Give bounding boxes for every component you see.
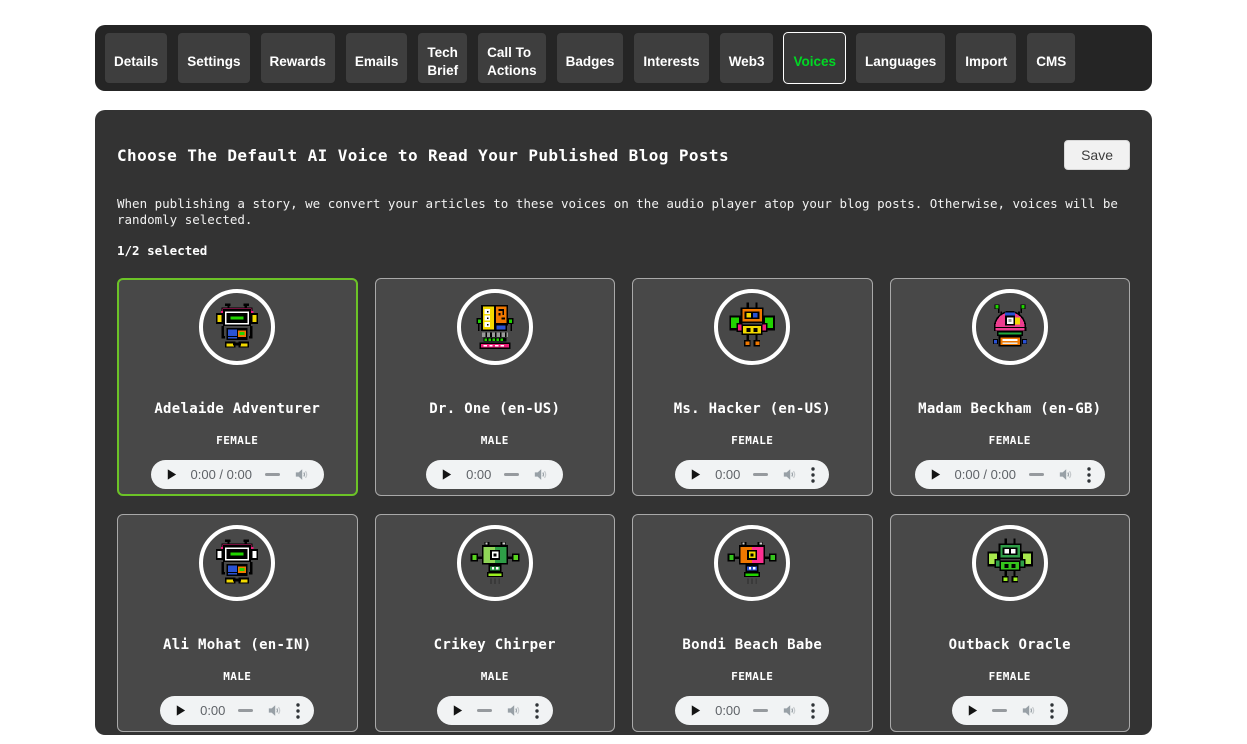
audio-player[interactable]: 0:00 [675,696,830,726]
volume-icon[interactable] [266,702,283,719]
save-button[interactable]: Save [1064,140,1130,170]
robot-avatar-icon [456,289,533,366]
voice-gender: MALE [223,670,252,684]
audio-player[interactable]: 0:00 / 0:00 [150,460,324,490]
play-icon[interactable] [165,468,178,481]
player-time: 0:00 [200,703,226,719]
audio-player[interactable] [436,696,553,726]
progress-bar[interactable] [264,473,280,477]
play-icon[interactable] [689,468,702,481]
tab-tech-brief[interactable]: Tech Brief [417,32,469,84]
audio-player[interactable]: 0:00 / 0:00 [914,460,1105,490]
voice-name: Madam Beckham (en-GB) [918,401,1102,418]
volume-icon[interactable] [505,702,522,719]
progress-bar[interactable] [991,709,1007,713]
audio-player[interactable]: 0:00 [675,460,830,490]
tab-voices[interactable]: Voices [783,32,846,84]
voice-gender: MALE [480,434,509,448]
robot-avatar-icon [714,289,791,366]
voice-gender: FEMALE [988,434,1031,448]
play-icon[interactable] [174,704,187,717]
volume-icon[interactable] [1057,466,1074,483]
volume-icon[interactable] [781,466,798,483]
player-time: 0:00 [715,703,741,719]
tab-cms[interactable]: CMS [1026,32,1077,84]
voice-gender: FEMALE [731,434,774,448]
play-icon[interactable] [440,468,453,481]
robot-avatar-icon [971,525,1048,602]
audio-player[interactable]: 0:00 [160,696,315,726]
volume-icon[interactable] [532,466,549,483]
tab-rewards[interactable]: Rewards [259,32,336,84]
voice-gender: FEMALE [988,670,1031,684]
tab-emails[interactable]: Emails [344,32,409,84]
progress-bar[interactable] [1028,473,1044,477]
page-title: Choose The Default AI Voice to Read Your… [117,146,730,165]
voice-card[interactable]: Ms. Hacker (en-US) FEMALE 0:00 [632,278,873,497]
play-icon[interactable] [929,468,942,481]
voice-name: Dr. One (en-US) [429,401,561,418]
robot-avatar-icon [456,525,533,602]
robot-avatar-icon [199,525,276,602]
audio-player[interactable] [951,696,1068,726]
play-icon[interactable] [689,704,702,717]
voice-gender: FEMALE [216,434,259,448]
voice-name: Outback Oracle [948,637,1071,654]
progress-bar[interactable] [753,709,769,713]
robot-avatar-icon [199,289,276,366]
robot-avatar-icon [714,525,791,602]
voice-name: Crikey Chirper [433,637,556,654]
tab-bar: Details Settings Rewards Emails Tech Brief Ca… [95,25,1152,91]
player-menu-icon[interactable] [811,467,816,483]
volume-icon[interactable] [781,702,798,719]
voice-card[interactable]: Adelaide Adventurer FEMALE 0:00 / 0:00 [117,278,358,497]
tab-interests[interactable]: Interests [633,32,710,84]
voice-card[interactable]: Crikey Chirper MALE [374,514,615,733]
tab-languages[interactable]: Languages [854,32,947,84]
player-menu-icon[interactable] [1050,703,1054,719]
panel-header: Choose The Default AI Voice to Read Your… [117,140,1130,170]
progress-bar[interactable] [504,473,520,477]
player-menu-icon[interactable] [811,703,816,719]
voices-panel: Choose The Default AI Voice to Read Your… [95,110,1152,735]
player-time: 0:00 [715,467,741,483]
tab-badges[interactable]: Badges [555,32,625,84]
tab-call-to-actions[interactable]: Call To Actions [477,32,547,84]
progress-bar[interactable] [238,709,254,713]
voice-name: Bondi Beach Babe [682,637,823,654]
play-icon[interactable] [966,704,979,717]
progress-bar[interactable] [476,709,492,713]
voice-card[interactable]: Madam Beckham (en-GB) FEMALE 0:00 / 0:00 [889,278,1130,497]
description-text: When publishing a story, we convert your… [117,196,1118,227]
voice-name: Ali Mohat (en-IN) [163,637,312,654]
voice-name: Ms. Hacker (en-US) [673,401,831,418]
voice-name: Adelaide Adventurer [154,401,321,418]
player-time: 0:00 / 0:00 [190,467,252,483]
voice-gender: MALE [480,670,509,684]
player-menu-icon[interactable] [1087,467,1091,483]
tab-web3[interactable]: Web3 [718,32,775,84]
robot-avatar-icon [971,289,1048,366]
tab-settings[interactable]: Settings [177,32,251,84]
voice-gender: FEMALE [731,670,774,684]
progress-bar[interactable] [753,473,769,477]
audio-player[interactable]: 0:00 [426,460,564,490]
selection-status: 1/2 selected [117,243,208,259]
voice-card[interactable]: Dr. One (en-US) MALE 0:00 [374,278,615,497]
tab-import[interactable]: Import [955,32,1018,84]
voice-card[interactable]: Ali Mohat (en-IN) MALE 0:00 [117,514,358,733]
tab-details[interactable]: Details [104,32,169,84]
player-menu-icon[interactable] [535,703,539,719]
volume-icon[interactable] [293,466,310,483]
volume-icon[interactable] [1020,702,1037,719]
voice-grid: Adelaide Adventurer FEMALE 0:00 / 0:00 D… [117,278,1130,733]
player-time: 0:00 / 0:00 [954,467,1016,483]
voice-card[interactable]: Bondi Beach Babe FEMALE 0:00 [632,514,873,733]
player-menu-icon[interactable] [296,703,301,719]
play-icon[interactable] [451,704,464,717]
voice-card[interactable]: Outback Oracle FEMALE [889,514,1130,733]
player-time: 0:00 [466,467,492,483]
